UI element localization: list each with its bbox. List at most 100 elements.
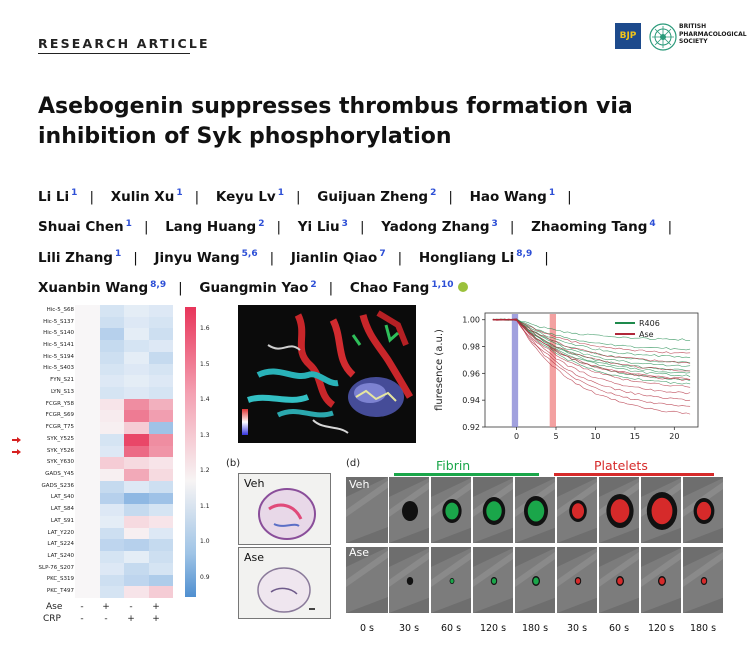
crp-sign: +	[151, 614, 161, 624]
heatmap-cell	[100, 586, 125, 598]
heatmap-cell	[124, 481, 149, 493]
heatmap-cell	[149, 481, 174, 493]
heatmap-cell	[149, 399, 174, 411]
heatmap-cell	[75, 317, 100, 329]
heatmap-cell	[149, 340, 174, 352]
heatmap-row-label: LAT_Y220	[48, 530, 75, 536]
microscopy-tile	[431, 477, 471, 543]
crp-row-label: CRP	[43, 614, 61, 624]
histology-veh: Veh	[238, 473, 331, 545]
heatmap-cell	[124, 528, 149, 540]
heatmap-cell	[100, 575, 125, 587]
colorbar-tick-label: 0.9	[200, 574, 210, 581]
author: Hongliang Li 8,9	[419, 250, 532, 266]
x-tick-label: 5	[553, 432, 558, 441]
heatmap-cell	[149, 528, 174, 540]
bjp-logo: BJP	[615, 23, 641, 49]
microscopy-tile	[599, 547, 639, 613]
heatmap-cell	[124, 446, 149, 458]
heatmap-row-label: SYK_Y525	[47, 436, 74, 442]
author: Guijuan Zheng 2	[317, 189, 436, 205]
bps-logo-icon	[648, 22, 678, 52]
microscopy-tile	[431, 547, 471, 613]
heatmap-row-label: PKC_T497	[47, 588, 74, 594]
x-tick-label: 0	[514, 432, 519, 441]
heatmap-cell	[149, 575, 174, 587]
panel-d-label: (d)	[346, 458, 360, 469]
heatmap-cell	[100, 364, 125, 376]
heatmap-cell	[124, 399, 149, 411]
micro-ase-label: Ase	[349, 546, 369, 559]
heatmap-cell	[100, 481, 125, 493]
heatmap-cell	[149, 410, 174, 422]
heatmap-cell	[75, 504, 100, 516]
heatmap-cell	[124, 563, 149, 575]
ase-sign: +	[101, 602, 111, 612]
heatmap-row-label: SYK_Y630	[47, 459, 74, 465]
heatmap-cell	[100, 528, 125, 540]
heatmap-cell	[100, 375, 125, 387]
colorbar-tick-label: 1.6	[200, 325, 210, 332]
heatmap-row-label: LAT_S40	[51, 494, 74, 500]
heatmap-row-label: Hic-5_S68	[47, 307, 74, 313]
heatmap-cell	[100, 493, 125, 505]
author-line-1: Li Li 1 | Xulin Xu 1 | Keyu Lv 1 | Guijuan Zhe…	[38, 180, 718, 211]
microscopy-tile	[515, 477, 555, 543]
heatmap-cell	[124, 457, 149, 469]
heatmap-cell	[100, 317, 125, 329]
heatmap-row-label: FCGR_T75	[46, 424, 74, 430]
heatmap-cell	[124, 340, 149, 352]
heatmap-cell	[100, 328, 125, 340]
legend-label: Ase	[639, 330, 654, 339]
orcid-icon[interactable]	[458, 282, 468, 292]
heatmap-cell	[75, 575, 100, 587]
author: Jinyu Wang 5,6	[155, 250, 258, 266]
heatmap-cell	[100, 340, 125, 352]
heatmap-cell	[75, 493, 100, 505]
heatmap-cell	[75, 328, 100, 340]
heatmap-grid	[75, 305, 173, 598]
author: Xuanbin Wang 8,9	[38, 280, 166, 296]
author: Yi Liu 3	[298, 219, 348, 235]
x-tick-label: 20	[669, 432, 679, 441]
heatmap-cell	[100, 352, 125, 364]
heatmap-cell	[100, 434, 125, 446]
heatmap-cell	[100, 469, 125, 481]
heatmap-cell	[124, 422, 149, 434]
heatmap-cell	[124, 434, 149, 446]
colorbar-tick-label: 1.1	[200, 503, 210, 510]
heatmap-row-label: Hic-5_S194	[43, 354, 74, 360]
colorbar-tick-label: 1.5	[200, 361, 210, 368]
y-tick-label: 0.94	[462, 396, 480, 405]
heatmap-cell	[100, 410, 125, 422]
author: Chao Fang 1,10	[350, 280, 454, 296]
heatmap-row-label: FCGR_Y58	[46, 401, 74, 407]
colorbar-tick-label: 1.4	[200, 396, 210, 403]
heatmap-cell	[124, 551, 149, 563]
y-axis-label: fluresence (a.u.)	[434, 329, 445, 411]
microscopy-tile	[683, 477, 723, 543]
heatmap-cell	[124, 352, 149, 364]
heatmap-cell	[100, 387, 125, 399]
microscopy-tile	[473, 477, 513, 543]
micro-veh-label: Veh	[349, 478, 369, 491]
article-title: Asebogenin suppresses thrombus formation…	[38, 92, 718, 152]
heatmap-cell	[149, 563, 174, 575]
heatmap-cell	[75, 539, 100, 551]
heatmap-cell	[75, 469, 100, 481]
heatmap-row-label: PKC_S319	[47, 576, 74, 582]
ase-sign: +	[151, 602, 161, 612]
microscopy-tile	[389, 477, 429, 543]
heatmap-cell	[149, 469, 174, 481]
heatmap-cell	[75, 457, 100, 469]
article-type-label: RESEARCH ARTICLE	[38, 36, 210, 51]
time-label: 60 s	[599, 623, 639, 634]
microscopy-tile	[641, 547, 681, 613]
heatmap-cell	[75, 387, 100, 399]
heatmap-cell	[100, 457, 125, 469]
heatmap-cell	[100, 539, 125, 551]
heatmap-row-label: Hic-5_S140	[43, 330, 74, 336]
time-label: 30 s	[557, 623, 597, 634]
author: Lili Zhang 1	[38, 250, 121, 266]
time-label: 0 s	[347, 623, 387, 634]
